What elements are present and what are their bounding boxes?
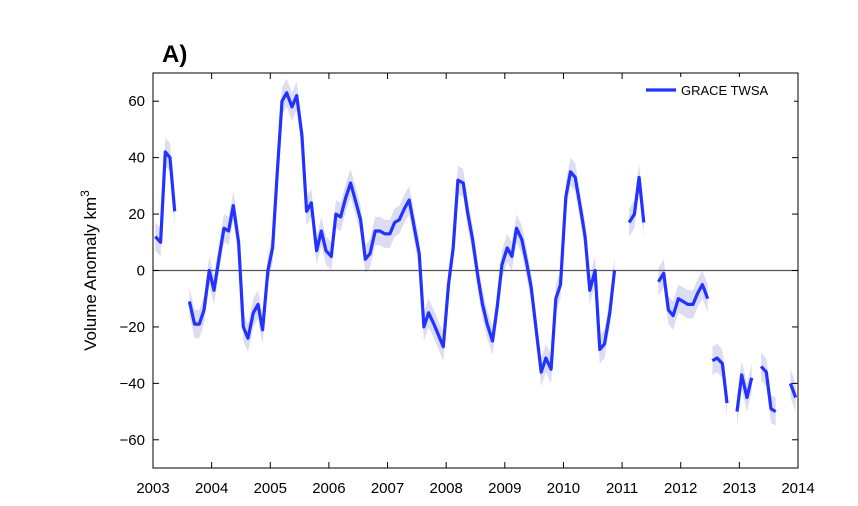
x-tick-label: 2014 <box>781 480 814 497</box>
series-line-segment <box>627 175 646 224</box>
y-axis: −60 −40 −20 0 20 40 60 <box>120 93 798 449</box>
series-line-segment <box>657 271 710 318</box>
x-tick-label: 2011 <box>606 480 638 497</box>
uncertainty-band-segment <box>189 78 615 387</box>
y-tick-label: −20 <box>120 319 145 336</box>
legend: GRACE TWSA <box>638 77 794 103</box>
x-tick-label: 2010 <box>547 480 580 497</box>
panel-label: A) <box>162 41 187 68</box>
series-line-segment <box>735 373 754 412</box>
series-line-segment <box>187 91 617 374</box>
x-tick-label: 2006 <box>312 480 345 497</box>
x-tick-label: 2003 <box>136 480 169 497</box>
y-tick-label: −40 <box>120 375 145 392</box>
y-tick-label: −60 <box>120 432 145 449</box>
y-axis-label-superscript: 3 <box>78 190 92 197</box>
x-tick-label: 2005 <box>254 480 287 497</box>
y-axis-label-text: Volume Anomaly km <box>81 197 100 351</box>
series-line-segment <box>788 382 798 399</box>
legend-label-grace-twsa: GRACE TWSA <box>681 83 768 98</box>
x-tick-label: 2012 <box>664 480 697 497</box>
y-tick-label: 60 <box>128 93 145 110</box>
x-tick-label: 2007 <box>371 480 404 497</box>
y-tick-label: 20 <box>128 206 145 223</box>
series-line-segment <box>759 365 777 413</box>
y-tick-label: 0 <box>137 263 145 280</box>
y-axis-label: Volume Anomaly km3 <box>78 190 100 351</box>
series-layer <box>154 91 798 413</box>
x-tick-label: 2013 <box>723 480 756 497</box>
x-tick-label: 2008 <box>429 480 462 497</box>
y-tick-label: 40 <box>128 150 145 167</box>
x-axis: 2003 2004 2005 2006 2007 2008 2009 2010 2011 2012… <box>136 73 815 497</box>
series-line-segment <box>711 356 729 404</box>
x-tick-label: 2004 <box>195 480 228 497</box>
series-line-segment <box>154 150 177 244</box>
x-tick-label: 2009 <box>488 480 521 497</box>
uncertainty-band-segment <box>712 343 727 418</box>
